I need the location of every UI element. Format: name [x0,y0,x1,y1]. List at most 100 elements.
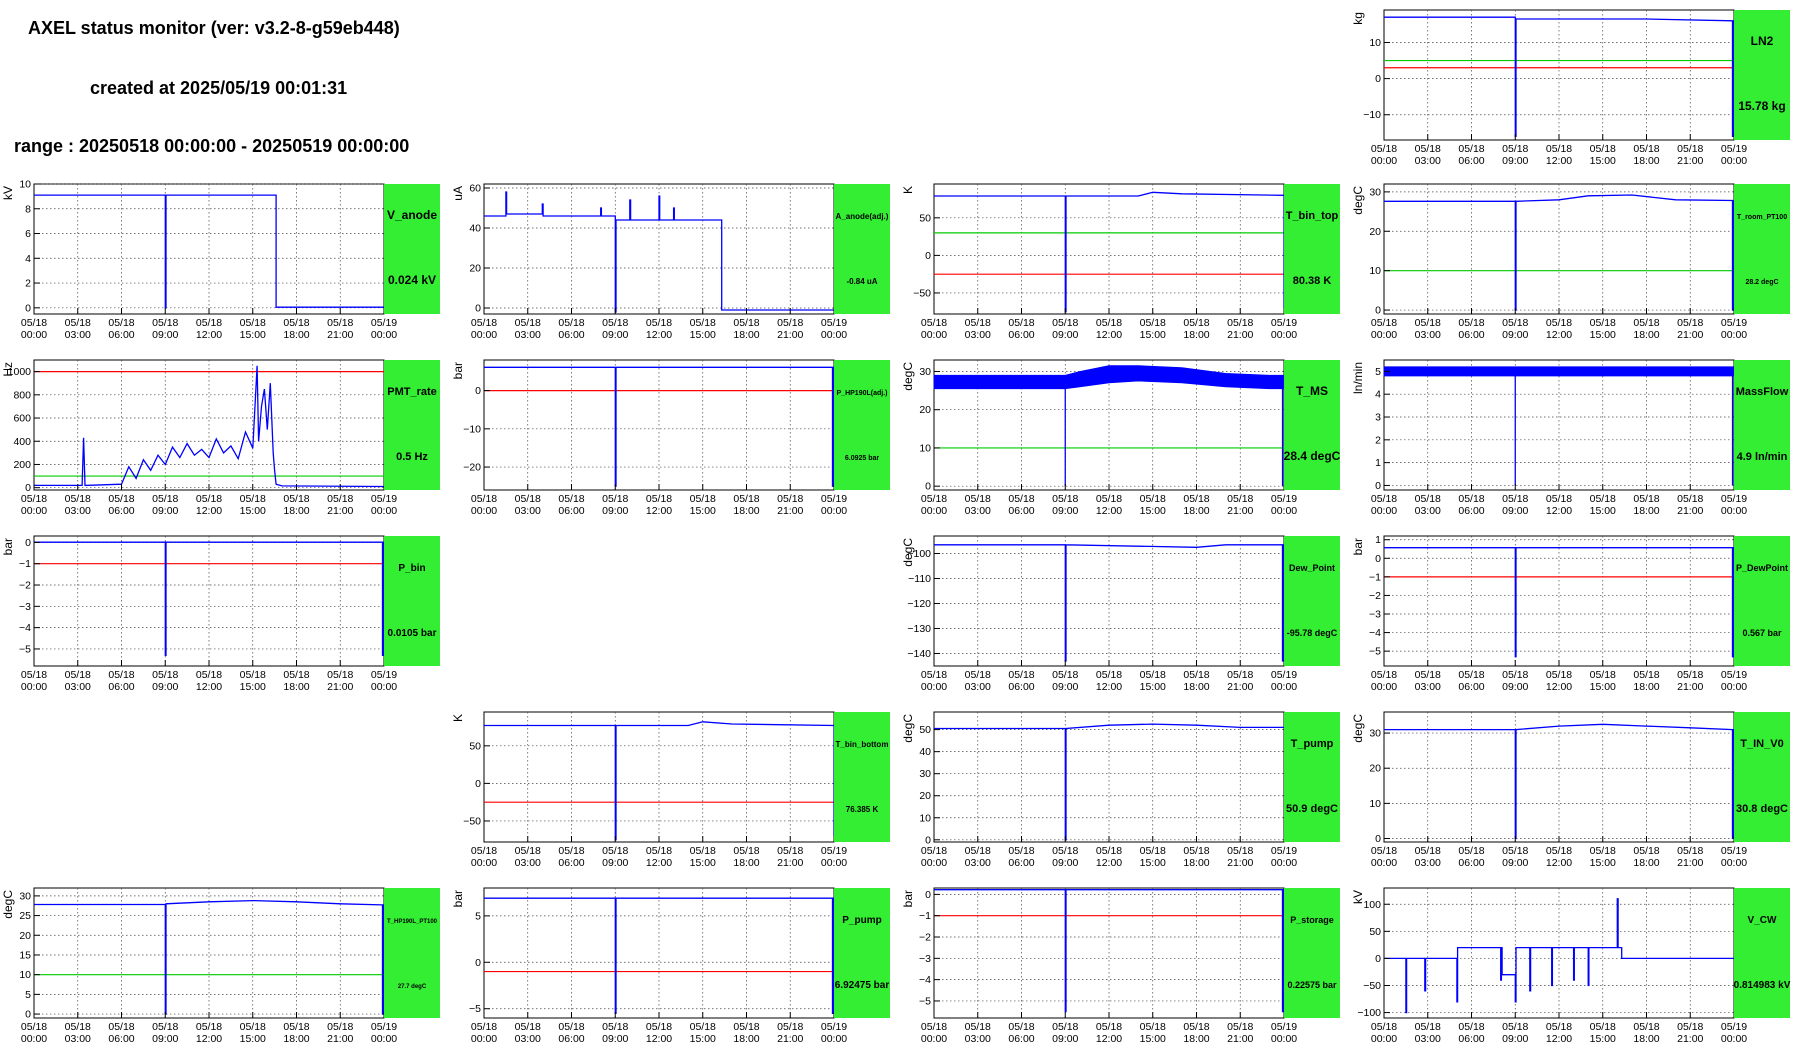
x-tick-time: 09:00 [152,329,178,341]
x-tick-time: 12:00 [1096,329,1122,341]
x-tick-date: 05/18 [602,493,628,505]
y-tick-label: 30 [919,366,931,378]
x-tick-time: 18:00 [1633,1033,1659,1045]
y-tick-label: 5 [475,910,481,922]
y-axis-unit: bar [451,890,465,907]
x-tick-date: 05/18 [471,1021,497,1033]
y-tick-label: 50 [469,740,481,752]
x-tick-date: 05/18 [1096,845,1122,857]
x-tick-time: 15:00 [1140,1033,1166,1045]
x-tick-time: 21:00 [1677,505,1703,517]
x-tick-date: 05/18 [152,317,178,329]
x-tick-time: 21:00 [327,505,353,517]
x-tick-time: 15:00 [690,329,716,341]
x-tick-date: 05/18 [965,845,991,857]
x-tick-time: 12:00 [1096,681,1122,693]
x-tick-time: 09:00 [602,857,628,869]
x-tick-time: 03:00 [515,329,541,341]
x-tick-time: 09:00 [602,505,628,517]
x-tick-time: 03:00 [965,681,991,693]
x-tick-time: 06:00 [1008,329,1034,341]
x-tick-date: 05/18 [733,493,759,505]
x-tick-time: 15:00 [1140,681,1166,693]
x-tick-time: 00:00 [1271,329,1297,341]
x-tick-time: 00:00 [1271,857,1297,869]
x-tick-time: 21:00 [1677,857,1703,869]
x-tick-date: 05/18 [1227,317,1253,329]
x-tick-date: 05/19 [371,1021,397,1033]
y-tick-label: 600 [13,413,31,425]
x-tick-date: 05/18 [1590,143,1616,155]
x-tick-date: 05/18 [1096,669,1122,681]
x-tick-date: 05/19 [1721,1021,1747,1033]
x-tick-date: 05/18 [1052,1021,1078,1033]
x-tick-date: 05/18 [515,493,541,505]
status-panel-value: 27.7 degC [398,984,427,990]
x-tick-time: 06:00 [108,681,134,693]
y-tick-label: 0 [475,303,481,315]
x-tick-time: 18:00 [733,1033,759,1045]
y-axis-unit: degC [1351,186,1365,215]
chart-v-cw: −100 −50 0 50 100 05/18 00:00 05/18 03:00 05/18 06… [1350,887,1791,1050]
x-tick-time: 18:00 [1633,857,1659,869]
y-tick-label: −2 [19,580,31,592]
x-tick-time: 06:00 [1008,1033,1034,1045]
series-band [1383,366,1735,377]
x-tick-date: 05/18 [152,493,178,505]
x-tick-date: 05/18 [1371,669,1397,681]
x-tick-date: 05/18 [1502,669,1528,681]
y-axis-unit: degC [901,714,915,743]
x-tick-date: 05/18 [690,493,716,505]
y-tick-label: 1000 [8,366,32,378]
chart-t-in-v0: 0 10 20 30 05/18 00:00 05/18 03:00 05/18 06:00 05/… [1350,711,1790,874]
y-axis-unit: kg [1351,12,1365,25]
x-tick-date: 05/18 [240,317,266,329]
y-tick-label: 0 [925,250,931,262]
x-tick-time: 21:00 [1227,857,1253,869]
x-tick-date: 05/18 [646,493,672,505]
y-tick-label: 0 [1375,953,1381,965]
x-tick-time: 06:00 [1008,857,1034,869]
x-tick-time: 21:00 [327,681,353,693]
x-tick-time: 12:00 [196,1033,222,1045]
chart-svg: −20−10005/1800:0005/1803:0005/1806:0005/… [451,359,890,517]
status-panel-title: T_pump [1291,738,1334,750]
y-tick-label: 0 [25,482,31,494]
y-axis-unit: kV [1351,890,1365,904]
chart-svg: −50505/1800:0005/1803:0005/1806:0005/180… [451,887,890,1045]
status-panel-title: T_MS [1296,384,1328,398]
x-tick-date: 05/18 [690,317,716,329]
chart-svg: 05101520253005/1800:0005/1803:0005/1806:… [1,887,440,1045]
x-tick-date: 05/18 [646,1021,672,1033]
chart-dew-point: −140 −130 −120 −110 −100 05/18 00:00 05/18 03:00… [900,535,1340,698]
x-tick-time: 00:00 [921,329,947,341]
y-tick-label: −5 [1369,646,1381,658]
x-tick-time: 03:00 [65,329,91,341]
y-tick-label: 50 [919,212,931,224]
y-tick-label: 0 [25,1009,31,1021]
x-tick-date: 05/19 [371,317,397,329]
x-tick-date: 05/18 [1546,493,1572,505]
y-tick-label: −1 [919,910,931,922]
chart-v-anode: 0 2 4 6 8 10 05/18 00:00 05/18 03:00 05/18 06:00 05/… [0,179,440,346]
x-tick-date: 05/18 [196,669,222,681]
y-axis-unit: Hz [1,362,15,377]
x-tick-date: 05/18 [1677,845,1703,857]
x-tick-date: 05/18 [1227,1021,1253,1033]
y-axis-unit: uA [451,186,465,201]
y-tick-label: −50 [913,287,931,299]
status-panel-title: P_HP190L(adj.) [837,390,888,397]
y-tick-label: 20 [1369,226,1381,238]
x-tick-time: 06:00 [108,505,134,517]
y-tick-label: 60 [469,183,481,195]
x-tick-date: 05/19 [1721,493,1747,505]
x-tick-time: 21:00 [1227,505,1253,517]
x-tick-date: 05/18 [1458,143,1484,155]
x-tick-time: 18:00 [1633,505,1659,517]
series-line [1384,16,1734,138]
x-tick-date: 05/18 [921,669,947,681]
y-tick-label: 0 [25,537,31,549]
status-panel-value: 6.92475 bar [835,980,890,991]
x-tick-date: 05/18 [21,493,47,505]
status-panel-title: P_bin [398,563,425,574]
